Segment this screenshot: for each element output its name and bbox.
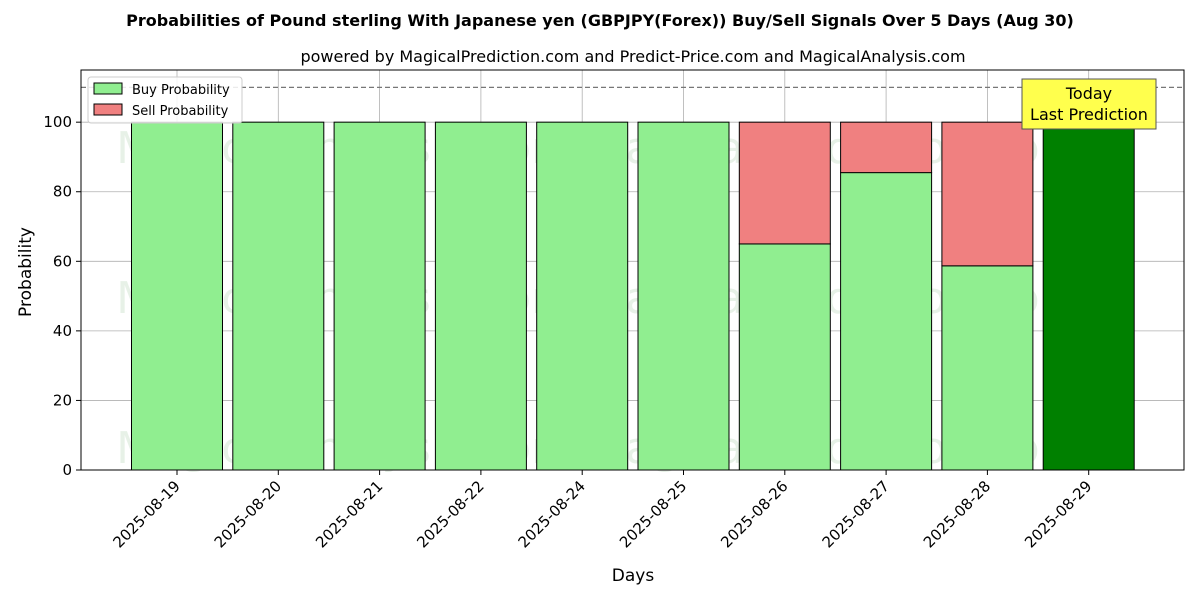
x-tick-label: 2025-08-24 (515, 477, 589, 551)
bar-sell (941, 121, 1034, 267)
bar-buy (333, 121, 426, 471)
y-tick-label: 20 (53, 391, 72, 409)
legend: Buy Probability Sell Probability (87, 76, 243, 124)
x-tick-label: 2025-08-21 (312, 477, 386, 551)
y-axis-ticks: 0 20 40 60 80 100 (43, 113, 81, 479)
x-tick-label: 2025-08-26 (717, 477, 791, 551)
legend-label-sell: Sell Probability (132, 104, 229, 119)
legend-swatch-buy (93, 82, 123, 95)
bar-sell (738, 121, 831, 245)
x-tick-label: 2025-08-29 (1021, 477, 1095, 551)
bar-buy (131, 121, 223, 471)
legend-label-buy: Buy Probability (132, 83, 230, 98)
x-tick-label: 2025-08-28 (920, 477, 994, 551)
y-axis-label: Probability (16, 227, 36, 317)
bar-buy (434, 121, 527, 471)
chart-title: Probabilities of Pound sterling With Jap… (126, 11, 1074, 30)
y-tick-label: 40 (53, 322, 72, 340)
legend-swatch-sell (93, 103, 123, 116)
x-tick-label: 2025-08-25 (616, 477, 690, 551)
today-annotation: Today Last Prediction (1021, 78, 1157, 130)
y-tick-label: 60 (53, 252, 72, 270)
bar-buy (232, 121, 325, 471)
bar-buy (840, 172, 933, 471)
x-tick-label: 2025-08-22 (413, 477, 487, 551)
bars (131, 121, 1135, 471)
x-axis-label: Days (612, 566, 655, 586)
y-tick-label: 80 (53, 183, 72, 201)
bar-buy (536, 121, 629, 471)
today-annotation-line2: Last Prediction (1030, 105, 1148, 124)
y-tick-label: 100 (43, 113, 72, 131)
bar-buy (637, 121, 730, 471)
x-tick-label: 2025-08-20 (211, 477, 285, 551)
y-tick-label: 0 (62, 461, 72, 479)
x-tick-label: 2025-08-27 (819, 477, 893, 551)
today-annotation-box (1021, 78, 1157, 130)
plot-frame (80, 69, 1185, 471)
legend-frame (87, 76, 243, 124)
chart-subtitle: powered by MagicalPrediction.com and Pre… (300, 47, 965, 66)
x-axis-ticks: 2025-08-19 2025-08-20 2025-08-21 2025-08-22… (109, 470, 1096, 551)
bar-sell (840, 121, 933, 174)
bar-buy (941, 265, 1034, 471)
bar-buy (738, 243, 831, 471)
bar-buy (1042, 121, 1135, 471)
x-tick-label: 2025-08-19 (109, 477, 183, 551)
today-annotation-line1: Today (1065, 84, 1112, 103)
